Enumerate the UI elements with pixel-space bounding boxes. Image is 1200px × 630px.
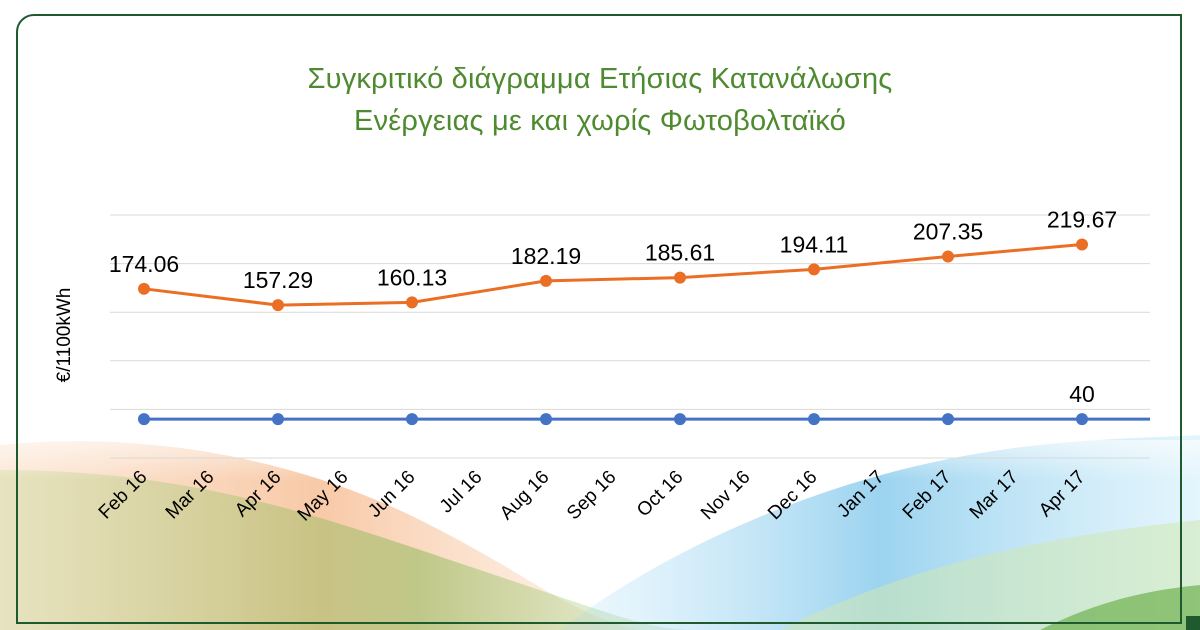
series-1-point bbox=[808, 263, 820, 276]
series-1-point bbox=[272, 299, 284, 312]
grid-lines bbox=[110, 214, 1150, 459]
chart-title-line-1: Συγκριτικό διάγραμμα Ετήσιας Κατανάλωσης bbox=[307, 63, 893, 95]
x-tick-label: Mar 17 bbox=[966, 467, 1023, 524]
corner-mark bbox=[1186, 616, 1200, 630]
data-label: 174.06 bbox=[109, 251, 179, 277]
series-2-point bbox=[272, 413, 284, 426]
series-1-point bbox=[540, 274, 552, 287]
x-tick-label: Jun 16 bbox=[364, 467, 419, 522]
x-tick-label: Oct 16 bbox=[633, 467, 687, 521]
x-tick-label: Nov 16 bbox=[697, 467, 754, 524]
series-1-point bbox=[1076, 238, 1088, 251]
card-frame bbox=[16, 14, 1182, 624]
x-tick-label: Apr 16 bbox=[231, 467, 285, 521]
x-axis-tick-labels: Feb 16 Mar 16 Apr 16 May 16 Jun 16 Jul 16 Aug … bbox=[95, 467, 1090, 526]
data-label: 40 bbox=[1069, 381, 1095, 407]
x-tick-label: May 16 bbox=[294, 467, 353, 526]
data-label: 182.19 bbox=[511, 243, 581, 269]
data-label: 160.13 bbox=[377, 264, 447, 290]
x-tick-label: Jul 16 bbox=[436, 467, 487, 518]
chart-title-line-2: Ενέργειας με και χωρίς Φωτοβολταϊκό bbox=[354, 105, 846, 137]
x-tick-label: Mar 16 bbox=[162, 467, 219, 524]
series-2-point bbox=[674, 413, 686, 426]
data-label: 194.11 bbox=[780, 231, 849, 257]
series-1-point bbox=[942, 250, 954, 263]
series-1-point bbox=[138, 282, 150, 295]
data-label: 207.35 bbox=[913, 218, 983, 244]
series-line-1 bbox=[143, 242, 1083, 307]
chart-series bbox=[138, 238, 1150, 426]
data-labels: 174.06 157.29 160.13 182.19 185.61 194.11 207.… bbox=[109, 206, 1117, 407]
x-tick-label: Feb 17 bbox=[899, 467, 956, 524]
series-2-point bbox=[808, 413, 820, 426]
x-tick-label: Dec 16 bbox=[764, 467, 821, 524]
x-tick-label: Jan 17 bbox=[833, 467, 888, 522]
series-2-point bbox=[138, 413, 150, 426]
series-1-point bbox=[406, 296, 418, 309]
data-label: 219.67 bbox=[1047, 206, 1117, 232]
x-tick-label: Aug 16 bbox=[496, 467, 553, 524]
data-label: 157.29 bbox=[243, 267, 313, 293]
series-2-point bbox=[1076, 413, 1088, 426]
series-2-point bbox=[540, 413, 552, 426]
x-tick-label: Feb 16 bbox=[95, 467, 152, 524]
series-1-point bbox=[674, 271, 686, 284]
y-axis-label: €/1100kWh bbox=[54, 288, 75, 383]
chart-title: Συγκριτικό διάγραμμα Ετήσιας Κατανάλωσης… bbox=[0, 58, 1200, 142]
x-tick-label: Apr 17 bbox=[1035, 467, 1089, 521]
series-2-point bbox=[406, 413, 418, 426]
x-tick-label: Sep 16 bbox=[563, 467, 620, 524]
data-label: 185.61 bbox=[645, 240, 715, 266]
series-2-point bbox=[942, 413, 954, 426]
